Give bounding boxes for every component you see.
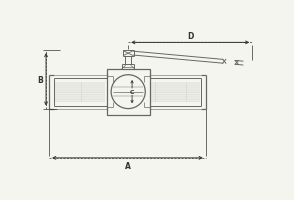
Text: A: A [124,161,130,170]
Text: C: C [130,90,134,95]
Text: B: B [37,75,43,84]
Text: D: D [187,32,193,41]
